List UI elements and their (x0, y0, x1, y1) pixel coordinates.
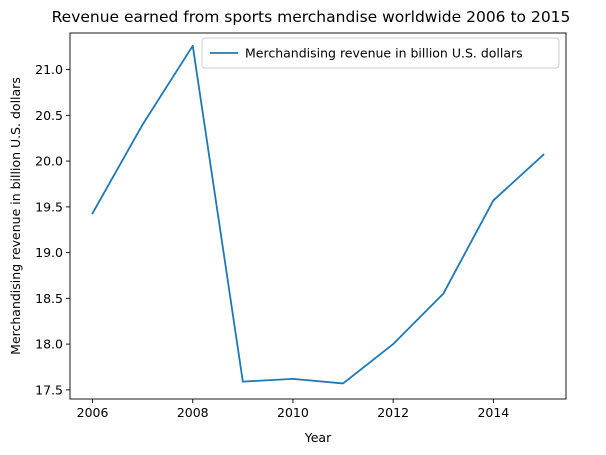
plot-area (69, 32, 567, 400)
x-tick-label: 2006 (77, 405, 109, 420)
legend: Merchandising revenue in billion U.S. do… (201, 37, 560, 69)
legend-box (201, 37, 560, 69)
y-tick-label: 19.0 (35, 245, 63, 260)
y-tick-label: 21.0 (35, 62, 63, 77)
y-tick-label: 19.5 (35, 199, 63, 214)
x-tick-label: 2008 (177, 405, 209, 420)
x-tick-label: 2014 (477, 405, 509, 420)
y-tick-label: 17.5 (35, 382, 63, 397)
legend-label: Merchandising revenue in billion U.S. do… (245, 46, 523, 61)
x-tick-label: 2010 (277, 405, 309, 420)
y-axis: 17.5 18.0 18.5 19.0 19.5 20.0 20.5 21.0 (35, 62, 70, 397)
y-tick-label: 20.5 (35, 108, 63, 123)
x-axis-label: Year (304, 430, 332, 445)
y-axis-label: Merchandising revenue in billion U.S. do… (8, 77, 23, 355)
x-tick-label: 2012 (377, 405, 409, 420)
chart-title: Revenue earned from sports merchandise w… (52, 8, 571, 26)
y-tick-label: 18.0 (35, 337, 63, 352)
series-line (91, 44, 545, 385)
x-axis: 2006 2008 2010 2012 2014 (77, 399, 509, 420)
y-tick-label: 20.0 (35, 154, 63, 169)
y-tick-label: 18.5 (35, 291, 63, 306)
series-layer (91, 44, 545, 385)
